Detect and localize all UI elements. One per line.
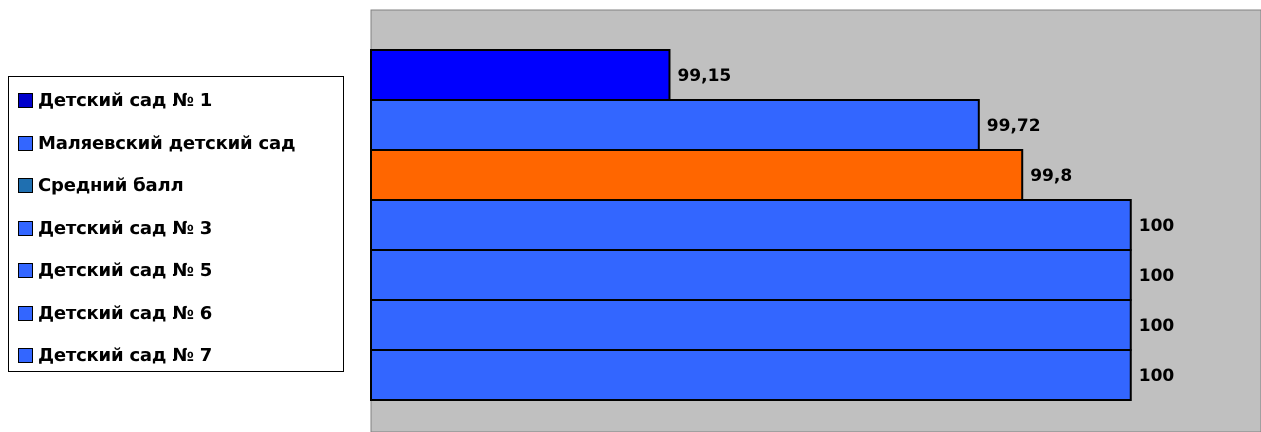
- legend-label-6: Детский сад № 6: [38, 302, 213, 324]
- bar-7: [370, 349, 1132, 401]
- legend-item-3: Средний балл: [18, 173, 184, 197]
- data-label-7: 100: [1139, 366, 1175, 386]
- data-label-3: 99,8: [1030, 166, 1072, 186]
- legend-item-4: Детский сад № 3: [18, 216, 212, 240]
- legend-swatch-4: [18, 220, 33, 236]
- bar-1: [370, 49, 671, 101]
- legend-swatch-1: [18, 92, 33, 108]
- legend-item-2: Маляевский детский сад: [18, 131, 295, 155]
- legend-label-2: Маляевский детский сад: [38, 132, 296, 154]
- legend-label-3: Средний балл: [38, 174, 184, 196]
- data-label-2: 99,72: [987, 116, 1041, 136]
- legend-item-1: Детский сад № 1: [18, 88, 212, 112]
- data-label-5: 100: [1139, 266, 1175, 286]
- legend-label-4: Детский сад № 3: [38, 217, 213, 239]
- bar-4: [370, 199, 1132, 251]
- legend-item-7: Детский сад № 7: [18, 343, 212, 367]
- bars-layer: [370, 49, 1132, 401]
- legend-label-1: Детский сад № 1: [38, 89, 213, 111]
- legend: Детский сад № 1 Маляевский детский сад С…: [8, 76, 344, 372]
- bar-6: [370, 299, 1132, 351]
- bar-5: [370, 249, 1132, 301]
- bar-2: [370, 99, 980, 151]
- legend-label-7: Детский сад № 7: [38, 344, 213, 366]
- legend-swatch-7: [18, 347, 33, 363]
- legend-swatch-5: [18, 262, 33, 278]
- data-label-4: 100: [1139, 216, 1175, 236]
- data-label-1: 99,15: [677, 66, 731, 86]
- legend-item-5: Детский сад № 5: [18, 258, 212, 282]
- data-label-6: 100: [1139, 316, 1175, 336]
- legend-swatch-3: [18, 177, 33, 193]
- bar-3: [370, 149, 1024, 201]
- legend-item-6: Детский сад № 6: [18, 301, 212, 325]
- legend-swatch-2: [18, 135, 33, 151]
- legend-label-5: Детский сад № 5: [38, 259, 213, 281]
- data-labels-layer: 99,15 99,72 99,8 100 100 100 100: [677, 66, 1174, 386]
- legend-swatch-6: [18, 305, 33, 321]
